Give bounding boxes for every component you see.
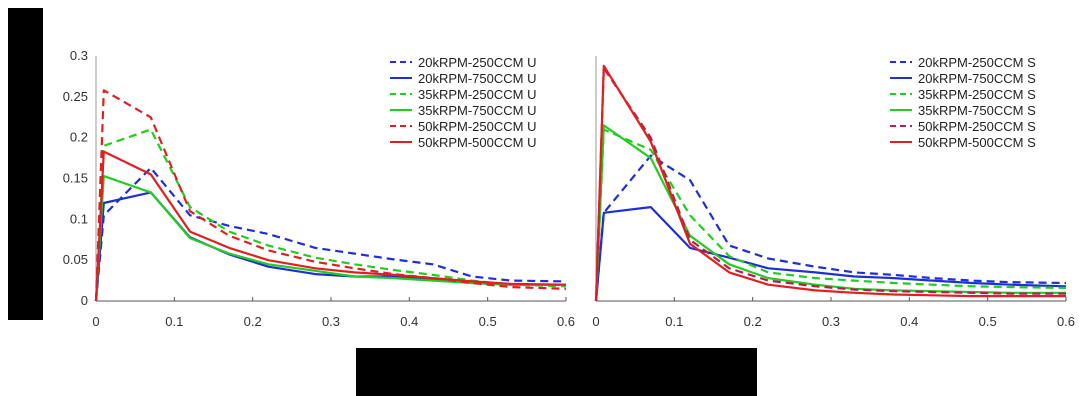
series-line — [594, 67, 1066, 302]
y-tick-label: 0.2 — [70, 130, 88, 145]
y-tick-label: 0 — [81, 293, 88, 308]
legend-label: 35kRPM-250CCM S — [918, 87, 1036, 102]
legend-label: 50kRPM-250CCM U — [418, 119, 536, 134]
x-tick-label: 0.5 — [979, 314, 997, 329]
legend-label: 35kRPM-250CCM U — [418, 87, 536, 102]
x-tick-label: 0.4 — [900, 314, 918, 329]
legend-label: 50kRPM-250CCM S — [918, 119, 1036, 134]
x-tick-label: 0.1 — [165, 314, 183, 329]
legend-label: 35kRPM-750CCM U — [418, 103, 536, 118]
x-tick-label: 0.3 — [322, 314, 340, 329]
y-tick-label: 0.25 — [63, 89, 88, 104]
y-tick-label: 0.15 — [63, 171, 88, 186]
legend-label: 35kRPM-750CCM S — [918, 103, 1036, 118]
y-tick-label: 0.3 — [70, 48, 88, 63]
legend-label: 50kRPM-500CCM S — [918, 135, 1036, 150]
redacted-xlabel-block — [356, 348, 757, 396]
legend-label: 20kRPM-250CCM S — [918, 55, 1036, 70]
x-tick-label: 0 — [592, 314, 599, 329]
legend-label: 50kRPM-500CCM U — [418, 135, 536, 150]
x-tick-label: 0.5 — [479, 314, 497, 329]
series-line — [94, 175, 566, 302]
series-line — [94, 89, 567, 302]
y-tick-label: 0.1 — [70, 211, 88, 226]
legend-label: 20kRPM-750CCM S — [918, 71, 1036, 86]
x-tick-label: 0.2 — [744, 314, 762, 329]
legend-label: 20kRPM-250CCM U — [418, 55, 536, 70]
left-chart-panel: 0 0.1 0.2 0.3 0.4 0.5 0.6 0 0.05 0.1 0.15 0.2 0.25 0.… — [63, 48, 575, 329]
legend-label: 20kRPM-750CCM U — [418, 71, 536, 86]
series-line — [594, 64, 1066, 302]
x-tick-label: 0.3 — [822, 314, 840, 329]
right-chart-panel: 0 0.1 0.2 0.3 0.4 0.5 0.6 20kRPM-250CCM S20kRPM… — [592, 55, 1075, 329]
x-tick-label: 0.4 — [400, 314, 418, 329]
series-line — [94, 166, 567, 302]
x-tick-label: 0.6 — [1057, 314, 1075, 329]
redacted-ylabel-block — [8, 8, 43, 320]
x-tick-label: 0.6 — [557, 314, 575, 329]
series-line — [94, 150, 567, 302]
series-line — [594, 206, 1067, 302]
x-tick-label: 0.2 — [244, 314, 262, 329]
x-tick-label: 0 — [92, 314, 99, 329]
series-line — [594, 154, 1067, 302]
x-tick-label: 0.1 — [665, 314, 683, 329]
y-tick-label: 0.05 — [63, 252, 88, 267]
series-line — [594, 128, 1067, 302]
